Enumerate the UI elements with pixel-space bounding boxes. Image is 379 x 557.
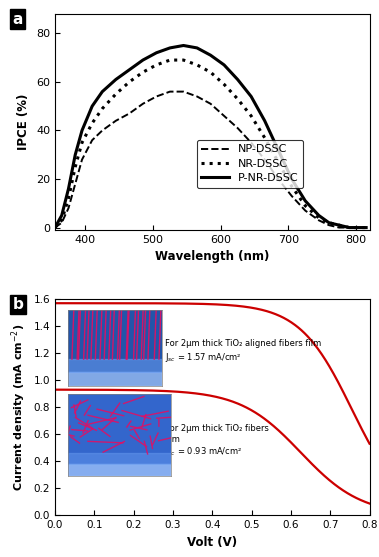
NR-DSSC [364,224,368,231]
NP-DSSC [290,193,294,199]
NR-DSSC [249,113,254,119]
NR-DSSC [168,57,172,63]
NR-DSSC [316,214,321,221]
NR-DSSC [303,202,307,209]
Line: NP-DSSC: NP-DSSC [55,91,366,228]
Text: J$_{sc}$ = 0.93 mA/cm²: J$_{sc}$ = 0.93 mA/cm² [165,445,243,458]
NR-DSSC [290,183,294,189]
P-NR-DSSC [168,45,172,51]
Line: P-NR-DSSC: P-NR-DSSC [55,46,366,228]
NP-DSSC [141,100,145,107]
NP-DSSC [316,217,321,223]
NR-DSSC [195,62,199,69]
P-NR-DSSC [53,224,57,231]
NR-DSSC [90,120,94,126]
Y-axis label: IPCE (%): IPCE (%) [17,94,30,150]
NR-DSSC [208,69,213,76]
Line: NR-DSSC: NR-DSSC [55,60,366,228]
NP-DSSC [80,157,84,163]
P-NR-DSSC [303,198,307,204]
NP-DSSC [364,224,368,231]
NP-DSSC [90,137,94,144]
P-NR-DSSC [80,127,84,134]
P-NR-DSSC [90,103,94,110]
NR-DSSC [114,91,118,97]
NR-DSSC [357,224,362,231]
NR-DSSC [276,159,280,165]
P-NR-DSSC [290,175,294,182]
P-NR-DSSC [60,212,64,219]
NR-DSSC [127,79,132,85]
P-NR-DSSC [154,50,159,56]
NR-DSSC [53,224,57,231]
NR-DSSC [60,217,64,223]
P-NR-DSSC [276,146,280,153]
P-NR-DSSC [249,93,254,100]
Text: For 2μm thick TiO₂ aligned fibers film: For 2μm thick TiO₂ aligned fibers film [165,339,321,348]
NR-DSSC [100,105,105,112]
NP-DSSC [66,205,71,212]
NR-DSSC [347,224,351,231]
P-NR-DSSC [222,62,226,69]
NR-DSSC [181,57,186,63]
Text: a: a [13,12,23,27]
NP-DSSC [222,113,226,119]
NR-DSSC [73,164,78,170]
NP-DSSC [73,180,78,187]
Legend: NP-DSSC, NR-DSSC, P-NR-DSSC: NP-DSSC, NR-DSSC, P-NR-DSSC [197,140,303,188]
P-NR-DSSC [235,76,240,83]
P-NR-DSSC [127,66,132,73]
NR-DSSC [66,195,71,202]
NR-DSSC [262,134,267,141]
P-NR-DSSC [316,212,321,219]
NP-DSSC [181,88,186,95]
P-NR-DSSC [357,224,362,231]
NR-DSSC [337,222,341,228]
NP-DSSC [195,93,199,100]
NR-DSSC [141,69,145,76]
NR-DSSC [80,139,84,146]
NP-DSSC [168,88,172,95]
Y-axis label: Current density (mA cm$^{-2}$): Current density (mA cm$^{-2}$) [9,324,28,491]
NP-DSSC [347,224,351,231]
P-NR-DSSC [141,57,145,63]
P-NR-DSSC [347,224,351,231]
NR-DSSC [235,96,240,102]
NP-DSSC [208,100,213,107]
NP-DSSC [303,207,307,214]
P-NR-DSSC [73,152,78,158]
P-NR-DSSC [114,76,118,83]
P-NR-DSSC [66,185,71,192]
P-NR-DSSC [208,52,213,58]
P-NR-DSSC [337,222,341,228]
NP-DSSC [53,224,57,231]
NR-DSSC [327,219,331,226]
NP-DSSC [60,219,64,226]
Text: For 2μm thick TiO₂ fibers
film: For 2μm thick TiO₂ fibers film [165,424,269,444]
P-NR-DSSC [327,219,331,226]
P-NR-DSSC [364,224,368,231]
P-NR-DSSC [195,45,199,51]
X-axis label: Wavelength (nm): Wavelength (nm) [155,251,269,263]
Text: b: b [13,297,23,312]
NP-DSSC [235,125,240,131]
NR-DSSC [222,81,226,87]
NP-DSSC [114,118,118,124]
NR-DSSC [154,62,159,69]
NP-DSSC [327,222,331,228]
NP-DSSC [262,157,267,163]
Text: J$_{sc}$ = 1.57 mA/cm²: J$_{sc}$ = 1.57 mA/cm² [165,351,242,364]
NP-DSSC [100,127,105,134]
NP-DSSC [127,110,132,117]
X-axis label: Volt (V): Volt (V) [187,536,237,549]
NP-DSSC [337,224,341,231]
P-NR-DSSC [100,88,105,95]
NP-DSSC [154,93,159,100]
NP-DSSC [276,175,280,182]
NP-DSSC [357,224,362,231]
NP-DSSC [249,139,254,146]
P-NR-DSSC [181,42,186,49]
P-NR-DSSC [262,118,267,124]
